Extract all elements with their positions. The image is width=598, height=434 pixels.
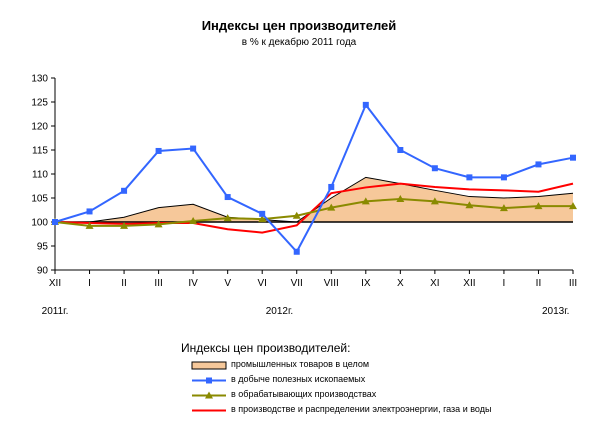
point-manufacturing — [292, 211, 301, 219]
x-tick-label: II — [121, 278, 127, 289]
legend-item-mining: в добыче полезных ископаемых — [191, 374, 591, 387]
x-tick-label: VII — [291, 278, 303, 289]
point-manufacturing — [569, 202, 577, 210]
point-mining — [535, 161, 542, 168]
legend-title: Индексы цен производителей: — [181, 341, 351, 355]
point-mining — [397, 147, 404, 153]
point-manufacturing — [223, 214, 232, 222]
point-manufacturing — [534, 202, 543, 210]
point-mining — [466, 174, 473, 181]
y-tick-label: 130 — [31, 74, 48, 85]
point-manufacturing — [430, 197, 439, 205]
point-manufacturing — [154, 220, 163, 228]
chart-subtitle: в % к декабрю 2011 года — [241, 37, 357, 48]
point-manufacturing — [327, 203, 336, 211]
point-manufacturing — [85, 221, 94, 229]
legend-label: промышленных товаров в целом — [231, 359, 370, 369]
area-swatch-icon — [191, 361, 227, 370]
point-manufacturing — [499, 204, 508, 212]
point-manufacturing — [189, 217, 198, 225]
x-tick-label: II — [536, 278, 542, 289]
point-manufacturing — [120, 221, 129, 229]
y-tick-label: 110 — [32, 170, 48, 181]
y-tick-label: 115 — [32, 146, 48, 157]
point-manufacturing — [258, 215, 267, 223]
point-mining — [155, 147, 162, 154]
y-tick-label: 125 — [31, 98, 48, 109]
point-manufacturing — [396, 194, 405, 202]
year-label: 2012г. — [266, 306, 293, 317]
point-mining — [259, 210, 266, 217]
y-tick-label: 90 — [37, 266, 49, 277]
legend-item-industrial-total: промышленных товаров в целом — [191, 359, 591, 372]
point-mining — [328, 183, 335, 190]
blue-square-line-icon — [192, 377, 226, 384]
x-tick-label: VI — [257, 278, 266, 289]
point-mining — [190, 145, 197, 152]
red-line-icon — [192, 409, 226, 412]
olive-triangle-line-icon — [192, 391, 226, 399]
x-tick-label: VIII — [324, 278, 339, 289]
series-line-manufacturing — [54, 197, 573, 227]
x-tick-label: III — [569, 278, 577, 289]
x-tick-label: I — [88, 278, 91, 289]
y-tick-label: 120 — [31, 122, 48, 133]
x-tick-label: X — [397, 278, 404, 289]
point-manufacturing — [361, 197, 370, 205]
year-label: 2011г. — [42, 306, 69, 317]
series-line-electricity — [54, 182, 574, 234]
x-tick-label: V — [224, 278, 231, 289]
chart-title: Индексы цен производителей — [201, 18, 397, 33]
legend-item-manufacturing: в обрабатывающих производствах — [191, 389, 591, 402]
legend-item-electricity: в производстве и распределении электроэн… — [191, 404, 591, 417]
legend-label: в производстве и распределении электроэн… — [231, 404, 492, 414]
x-tick-label: XI — [430, 278, 439, 289]
x-tick-label: IV — [188, 278, 198, 289]
point-mining — [121, 187, 128, 194]
area-fill-industrial-total — [55, 177, 573, 222]
series-line-mining — [54, 102, 574, 254]
year-label: 2013г. — [542, 306, 569, 317]
x-tick-label: XII — [463, 278, 475, 289]
point-manufacturing — [465, 201, 474, 209]
y-tick-label: 95 — [37, 242, 49, 253]
x-tick-label: III — [154, 278, 162, 289]
point-mining — [86, 208, 93, 215]
point-mining — [362, 101, 369, 108]
point-mining — [52, 219, 58, 225]
y-tick-label: 100 — [31, 218, 48, 229]
legend-label: в добыче полезных ископаемых — [231, 374, 366, 384]
x-tick-label: XII — [49, 278, 61, 289]
x-tick-label: I — [503, 278, 506, 289]
point-mining — [431, 165, 438, 172]
point-mining — [570, 154, 576, 161]
x-tick-label: IX — [361, 278, 371, 289]
point-mining — [224, 194, 231, 201]
point-mining — [293, 248, 300, 255]
y-tick-label: 105 — [31, 194, 48, 205]
point-mining — [500, 174, 507, 181]
legend-label: в обрабатывающих производствах — [231, 389, 377, 399]
